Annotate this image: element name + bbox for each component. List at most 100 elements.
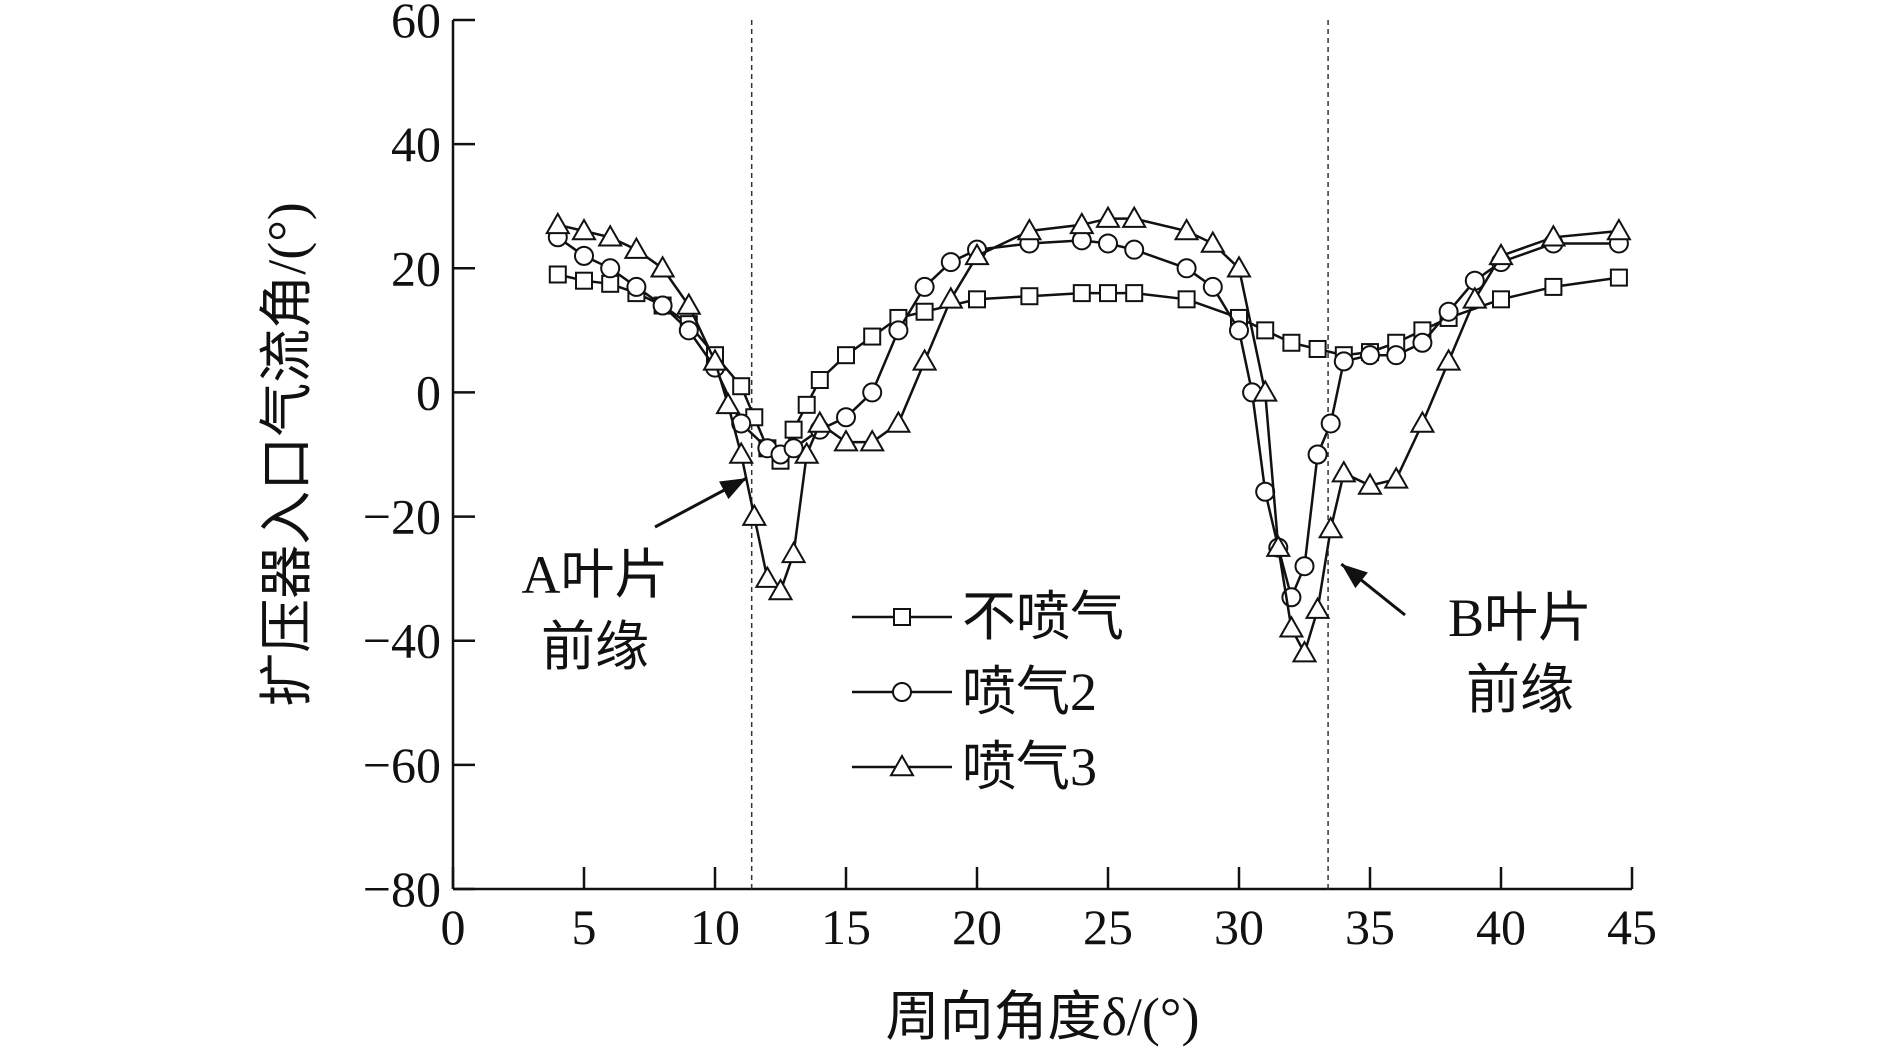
y-tick-label: −20 (363, 489, 441, 545)
circle-marker (1294, 556, 1315, 577)
triangle-marker (859, 429, 885, 452)
circle-marker (783, 438, 804, 459)
x-tick-label: 30 (1214, 899, 1264, 955)
series-triangle (545, 205, 1632, 663)
triangle-marker (833, 429, 859, 452)
triangle-marker (1540, 224, 1567, 247)
triangle-marker (938, 286, 964, 309)
triangle-marker (1357, 472, 1383, 495)
annotation-b-arrow-head (1341, 564, 1368, 589)
square-marker (1256, 321, 1275, 340)
circle-marker (1255, 481, 1276, 502)
triangle-marker (676, 292, 702, 315)
triangle-marker (911, 348, 938, 371)
legend-entry: 喷气2 (852, 662, 1097, 722)
circle-marker (1307, 444, 1328, 465)
square-marker (915, 302, 934, 321)
triangle-marker (1488, 242, 1514, 266)
triangle-marker (964, 242, 990, 266)
square-marker (732, 377, 751, 396)
y-axis-title: 扩压器入口气流角/(°) (257, 202, 317, 707)
square-marker (968, 290, 986, 309)
triangle-marker (715, 391, 741, 415)
circle-marker (1386, 345, 1407, 366)
x-tick-label: 10 (690, 899, 740, 955)
triangle-marker (1265, 534, 1292, 557)
x-tick-label: 40 (1476, 899, 1526, 955)
circle-marker (888, 320, 909, 341)
y-tick-label: −40 (363, 613, 441, 669)
y-tick-label: 40 (391, 116, 441, 172)
triangle-marker (597, 224, 623, 247)
y-tick-label: −80 (363, 861, 441, 917)
x-tick-label: 0 (441, 899, 466, 955)
legend-entry: 喷气3 (852, 737, 1097, 797)
circle-marker (1176, 258, 1197, 279)
triangle-marker (1409, 410, 1436, 433)
annotation-b-line1: B叶片 (1448, 588, 1592, 648)
triangle-marker (780, 540, 807, 564)
circle-marker (1412, 332, 1433, 353)
triangle-marker (754, 565, 781, 588)
triangle-marker (1278, 615, 1305, 638)
triangle-marker (1304, 596, 1331, 619)
square-marker (1282, 333, 1301, 352)
y-tick-label: −60 (363, 737, 441, 793)
triangle-marker (1331, 460, 1357, 483)
triangle-marker (1462, 286, 1488, 309)
triangle-marker (807, 410, 833, 433)
legend-entry: 不喷气 (852, 587, 1124, 647)
circle-marker (1320, 413, 1341, 434)
x-axis-title: 周向角度δ/(°) (885, 987, 1199, 1047)
circle-marker (626, 276, 647, 297)
annotation-a-line1: A叶片 (522, 545, 669, 605)
triangle-marker (1200, 230, 1226, 253)
circle-marker (574, 245, 594, 266)
square-marker (575, 271, 593, 290)
square-marker (784, 420, 803, 439)
square-marker (1308, 339, 1327, 358)
circle-marker (1202, 276, 1223, 297)
x-tick-label: 20 (952, 899, 1002, 955)
triangle-marker (1317, 515, 1344, 539)
circle-marker (600, 258, 621, 279)
square-marker (863, 327, 882, 346)
square-marker (893, 608, 911, 626)
circle-marker (892, 682, 912, 702)
triangle-marker (1291, 640, 1318, 663)
square-marker (1177, 290, 1196, 309)
x-tick-label: 5 (572, 899, 597, 955)
square-marker (810, 371, 829, 390)
square-marker (1544, 277, 1563, 296)
y-tick-label: 20 (391, 240, 441, 296)
circle-marker (940, 252, 961, 273)
circle-marker (652, 295, 673, 316)
legend-label: 不喷气 (962, 587, 1124, 647)
annotation-a-line2: 前缘 (541, 617, 649, 677)
x-tick-label: 45 (1607, 899, 1657, 955)
annotation-a-arrow-head (719, 478, 747, 500)
triangle-marker (1435, 348, 1462, 371)
circle-marker (862, 382, 883, 403)
triangle-marker (1606, 218, 1632, 241)
triangle-marker (702, 348, 728, 371)
square-marker (1099, 284, 1117, 303)
square-marker (797, 395, 816, 414)
square-marker (1020, 287, 1039, 306)
triangle-marker (728, 441, 754, 464)
circle-marker (678, 320, 699, 341)
y-tick-label: 60 (391, 0, 441, 48)
triangle-marker (767, 578, 794, 601)
circle-marker (914, 276, 935, 297)
circle-marker (1098, 233, 1118, 254)
square-marker (548, 265, 567, 284)
circle-marker (836, 407, 856, 428)
x-tick-label: 25 (1083, 899, 1133, 955)
series-circle (547, 227, 1629, 608)
triangle-marker (1095, 205, 1121, 228)
triangle-marker (1252, 379, 1278, 402)
triangle-marker (1069, 211, 1095, 235)
triangle-marker (545, 211, 571, 235)
triangle-marker (623, 236, 650, 259)
